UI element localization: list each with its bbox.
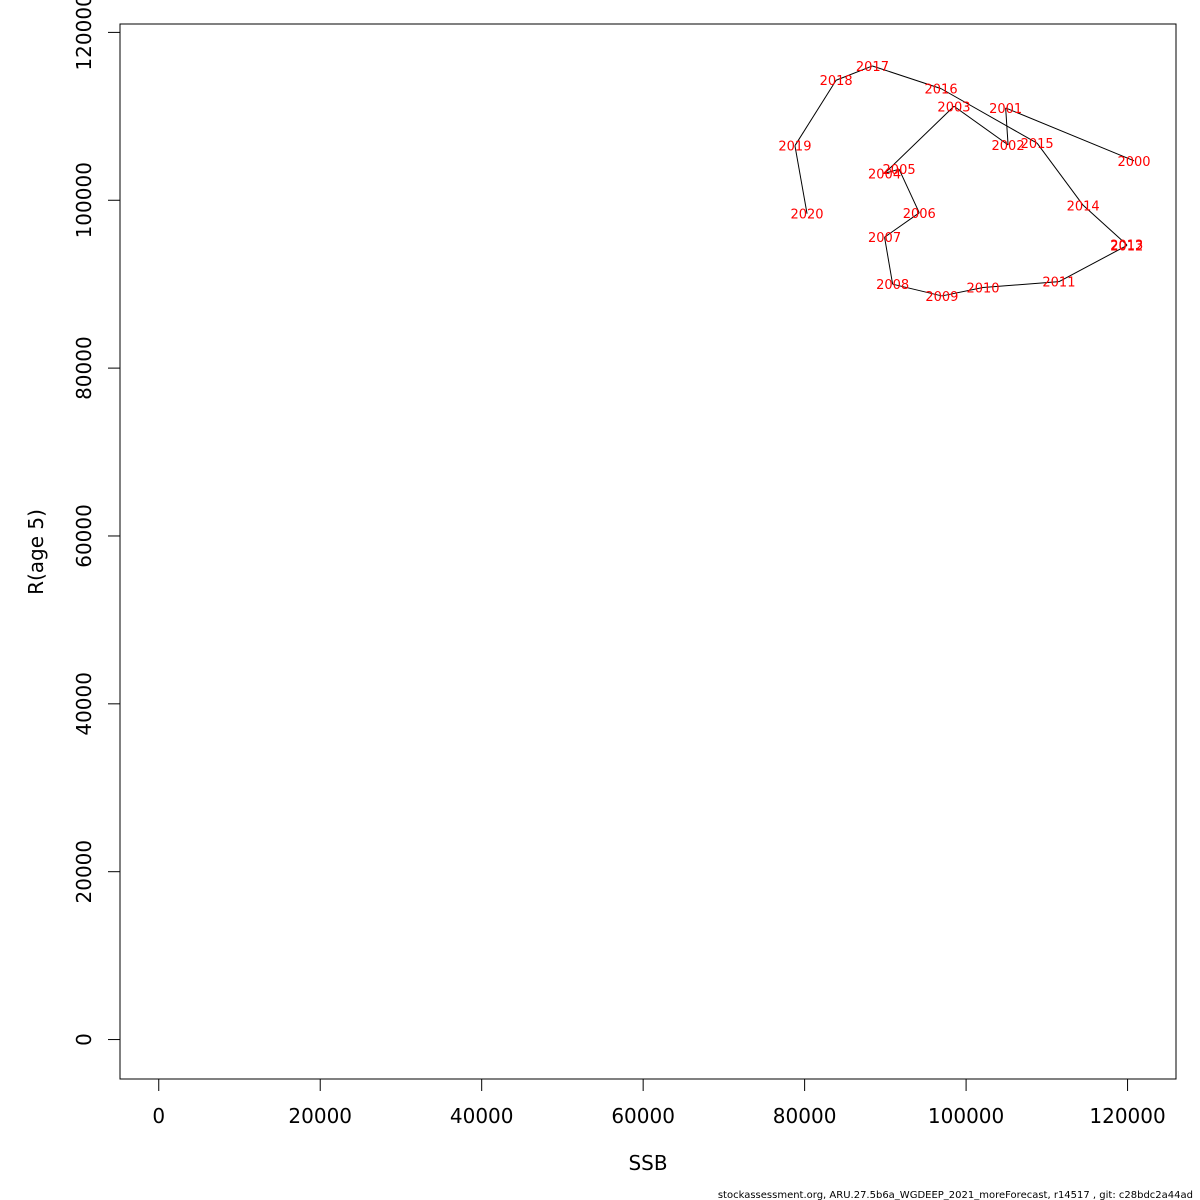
series-segment xyxy=(1082,204,1128,246)
series-segment xyxy=(940,88,1038,144)
series-segment xyxy=(884,212,920,238)
point-label-2002: 2002 xyxy=(992,139,1025,154)
series-segment xyxy=(898,168,920,214)
x-axis-title: SSB xyxy=(628,1151,667,1175)
x-tick-label: 120000 xyxy=(1089,1104,1165,1128)
series-segment xyxy=(884,105,955,174)
x-tick-label: 40000 xyxy=(450,1104,514,1128)
point-label-2012: 2012 xyxy=(1110,240,1143,255)
point-label-2010: 2010 xyxy=(966,282,999,297)
series-segment xyxy=(1036,142,1084,206)
x-axis: 0 20000 40000 60000 80000 100000 120000 xyxy=(152,1078,1166,1128)
series-segment xyxy=(884,237,894,285)
x-tick-label: 100000 xyxy=(928,1104,1004,1128)
point-label-2001: 2001 xyxy=(989,102,1022,117)
y-tick-label: 0 xyxy=(72,1033,96,1046)
footer-text: stockassessment.org, ARU.27.5b6a_WGDEEP_… xyxy=(718,1190,1193,1200)
y-tick-label: 20000 xyxy=(72,840,96,904)
series-segment xyxy=(953,105,1009,146)
series-segment xyxy=(983,281,1059,289)
y-tick-label: 120000 xyxy=(72,0,96,71)
point-label-2020: 2020 xyxy=(790,208,823,223)
point-label-2004: 2004 xyxy=(868,167,901,182)
point-label-2016: 2016 xyxy=(925,83,958,98)
series-segment xyxy=(1005,107,1135,162)
point-label-2005: 2005 xyxy=(883,163,916,178)
y-tick-label: 80000 xyxy=(72,336,96,400)
series-segment xyxy=(794,79,837,146)
point-label-2008: 2008 xyxy=(876,278,909,293)
y-axis: 0 20000 40000 60000 80000 100000 120000 xyxy=(72,0,121,1046)
point-label-2006: 2006 xyxy=(903,207,936,222)
y-tick-label: 100000 xyxy=(72,162,96,238)
x-tick-label: 80000 xyxy=(773,1104,837,1128)
y-tick-label: 60000 xyxy=(72,504,96,568)
point-label-2011: 2011 xyxy=(1042,276,1075,291)
point-label-2017: 2017 xyxy=(856,60,889,75)
x-tick-label: 60000 xyxy=(611,1104,675,1128)
x-tick-label: 0 xyxy=(152,1104,165,1128)
point-label-2013: 2013 xyxy=(1110,239,1143,254)
point-label-2007: 2007 xyxy=(868,231,901,246)
series-segment xyxy=(835,65,873,81)
stock-recruit-series: 2000200120022003200420052006200720082009… xyxy=(778,60,1150,305)
point-label-2015: 2015 xyxy=(1021,137,1054,152)
point-label-2018: 2018 xyxy=(820,74,853,89)
point-label-2019: 2019 xyxy=(778,140,811,155)
series-segment xyxy=(892,283,942,297)
series-segment xyxy=(1058,245,1127,283)
series-segment xyxy=(941,287,984,297)
y-tick-label: 40000 xyxy=(72,672,96,736)
plot-frame xyxy=(119,23,1177,1080)
series-segment xyxy=(794,145,808,214)
x-tick-label: 20000 xyxy=(288,1104,352,1128)
point-label-2014: 2014 xyxy=(1067,199,1100,214)
series-segment xyxy=(884,168,900,174)
point-label-2009: 2009 xyxy=(925,290,958,305)
y-axis-title: R(age 5) xyxy=(24,509,48,595)
point-label-2000: 2000 xyxy=(1117,155,1150,170)
series-segment xyxy=(872,65,942,90)
point-label-2003: 2003 xyxy=(937,100,970,115)
